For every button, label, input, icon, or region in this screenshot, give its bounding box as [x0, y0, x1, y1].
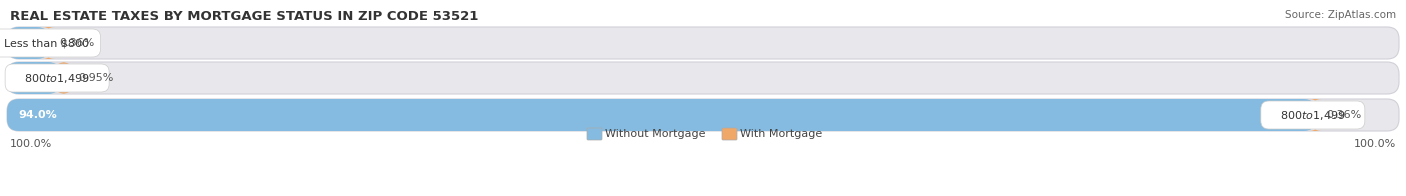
Text: Without Mortgage: Without Mortgage: [605, 129, 706, 139]
Text: Less than $800: Less than $800: [4, 38, 89, 48]
FancyBboxPatch shape: [0, 29, 101, 57]
FancyBboxPatch shape: [7, 27, 1399, 59]
FancyBboxPatch shape: [7, 99, 1316, 131]
FancyBboxPatch shape: [6, 64, 110, 92]
FancyBboxPatch shape: [586, 128, 602, 140]
Text: REAL ESTATE TAXES BY MORTGAGE STATUS IN ZIP CODE 53521: REAL ESTATE TAXES BY MORTGAGE STATUS IN …: [10, 10, 478, 23]
Text: 100.0%: 100.0%: [10, 139, 52, 149]
FancyBboxPatch shape: [1309, 99, 1322, 131]
FancyBboxPatch shape: [7, 99, 1399, 131]
Text: 0.36%: 0.36%: [1326, 110, 1361, 120]
Text: 94.0%: 94.0%: [18, 110, 56, 120]
Text: $800 to $1,499: $800 to $1,499: [24, 72, 90, 84]
Text: 0.36%: 0.36%: [59, 38, 94, 48]
FancyBboxPatch shape: [7, 27, 49, 59]
Text: 100.0%: 100.0%: [1354, 139, 1396, 149]
Text: With Mortgage: With Mortgage: [740, 129, 823, 139]
FancyBboxPatch shape: [1261, 101, 1365, 129]
FancyBboxPatch shape: [7, 62, 1399, 94]
FancyBboxPatch shape: [723, 128, 737, 140]
FancyBboxPatch shape: [42, 27, 55, 59]
Text: $800 to $1,499: $800 to $1,499: [1279, 109, 1346, 122]
Text: 0.95%: 0.95%: [79, 73, 114, 83]
Text: Source: ZipAtlas.com: Source: ZipAtlas.com: [1285, 10, 1396, 20]
FancyBboxPatch shape: [53, 62, 73, 94]
FancyBboxPatch shape: [7, 62, 60, 94]
